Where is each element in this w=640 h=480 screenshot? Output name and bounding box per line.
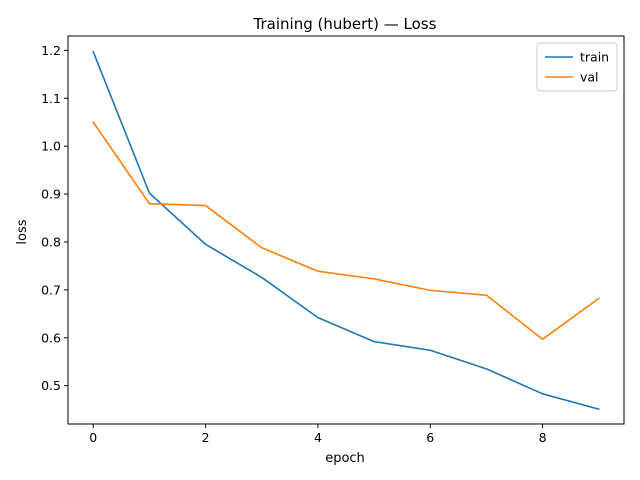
y-tick-label: 0.7: [41, 282, 61, 297]
plot-area: 0 2 4 6 8 0.5 0.6 0.7 0.8 0.9 1.0 1.1 1.2: [41, 35, 625, 445]
legend-box: [536, 42, 618, 92]
x-axis-label: epoch: [325, 451, 365, 466]
chart-title: Training (hubert) — Loss: [253, 15, 437, 33]
x-tick-label: 0: [89, 430, 97, 445]
y-tick-label: 0.5: [41, 378, 61, 393]
y-axis-label: loss: [15, 219, 30, 244]
y-tick-label: 1.0: [41, 139, 61, 154]
legend: train val: [536, 42, 618, 92]
legend-label-val: val: [580, 70, 599, 85]
y-tick-label: 1.2: [41, 43, 61, 58]
x-tick-label: 8: [539, 430, 547, 445]
x-tick-label: 6: [426, 430, 434, 445]
y-tick-label: 1.1: [41, 91, 61, 106]
y-tick-label: 0.8: [41, 234, 61, 249]
series-line-train: [92, 50, 600, 411]
legend-label-train: train: [580, 50, 609, 65]
x-tick-label: 2: [202, 430, 210, 445]
y-tick-label: 0.6: [41, 330, 61, 345]
axes-frame: [67, 35, 625, 425]
series-line-val: [92, 121, 600, 341]
x-tick-label: 4: [314, 430, 322, 445]
y-tick-label: 0.9: [41, 187, 61, 202]
